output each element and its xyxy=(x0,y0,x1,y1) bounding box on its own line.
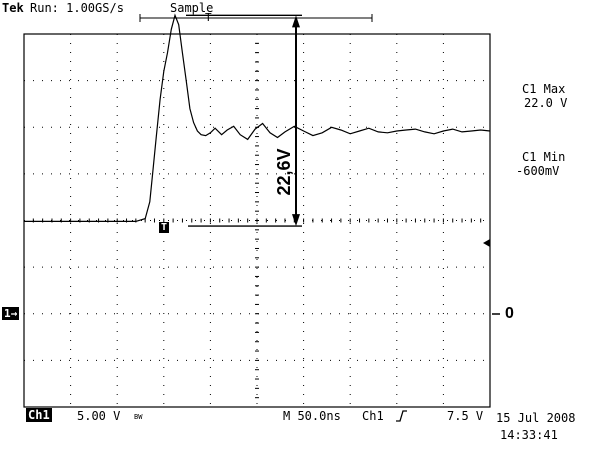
trigger-level: 7.5 V xyxy=(447,409,484,423)
volts-per-div: 5.00 V xyxy=(77,409,121,423)
timebase: M 50.0ns xyxy=(283,409,341,423)
ch1-waveform-trace xyxy=(24,13,491,222)
min-value: -600mV xyxy=(516,164,560,178)
graticule-grid xyxy=(23,33,491,408)
run-status: Run: 1.00GS/s xyxy=(30,1,124,15)
trigger-position-bracket xyxy=(139,14,373,22)
min-label: C1 Min xyxy=(522,150,566,164)
rising-edge-icon xyxy=(396,410,407,422)
trigger-level-arrow-icon xyxy=(483,239,490,247)
time: 14:33:41 xyxy=(500,428,558,442)
right-arrow-icon: → xyxy=(10,307,18,320)
screen-border xyxy=(23,33,491,408)
max-label: C1 Max xyxy=(522,82,566,96)
brand-label: Tek xyxy=(2,1,24,15)
channel-ref-marker: 1→ xyxy=(2,307,20,320)
trigger-position-marker: T xyxy=(205,11,212,24)
trigger-source: Ch1 xyxy=(362,409,384,423)
bandwidth-limit-mark: BW xyxy=(134,413,143,421)
acquisition-mode: Sample xyxy=(170,1,214,15)
amplitude-label: 22,6V xyxy=(274,148,294,195)
trigger-point-marker: T xyxy=(159,222,170,233)
channel-badge: Ch1 xyxy=(26,408,52,422)
amplitude-bracket xyxy=(186,14,302,227)
max-value: 22.0 V xyxy=(524,96,568,110)
channel-ref-number: 1 xyxy=(4,307,11,320)
bracket-down-arrow-icon xyxy=(292,214,300,227)
bracket-up-arrow-icon xyxy=(292,15,300,28)
date: 15 Jul 2008 xyxy=(496,411,576,425)
zero-label: 0 xyxy=(505,305,514,322)
